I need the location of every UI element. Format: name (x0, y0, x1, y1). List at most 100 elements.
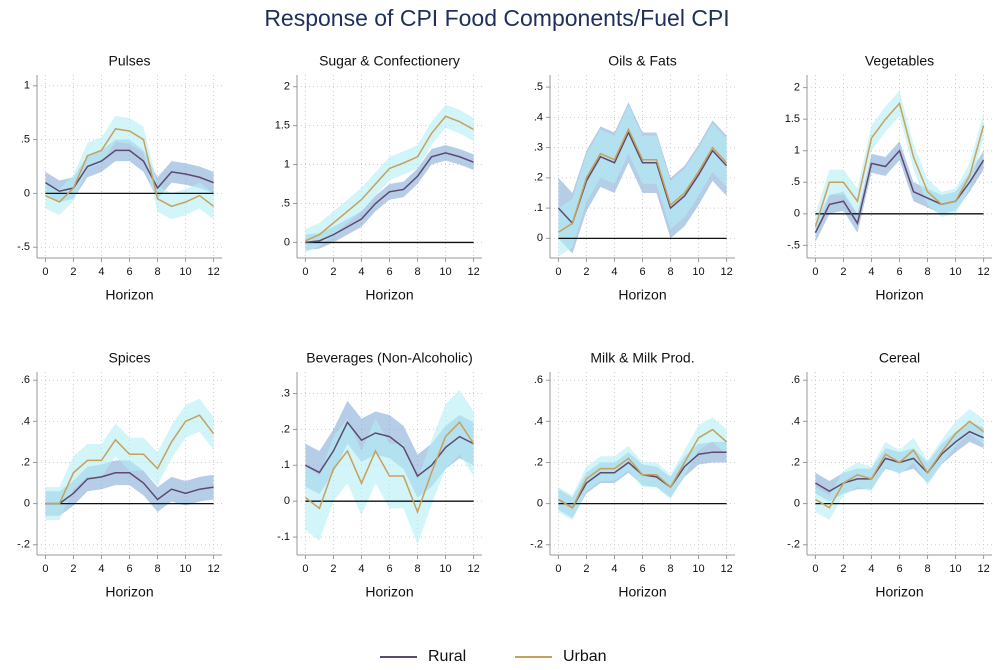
x-tick-label: 12 (720, 563, 732, 575)
y-tick-label: .5 (534, 81, 543, 93)
panel-title: Beverages (Non-Alcoholic) (306, 350, 473, 366)
y-tick-label: 1 (24, 80, 30, 92)
x-tick-label: 6 (896, 266, 902, 278)
y-tick-label: 0 (24, 498, 30, 510)
panel: Spices -.2 0 .2 .4 .6 0 2 4 6 8 10 12 Horizon (17, 350, 222, 600)
x-tick-label: 10 (692, 266, 704, 278)
y-tick-label: -.2 (787, 539, 800, 551)
legend-label: Rural (428, 648, 466, 665)
panel: Sugar & Confectionery 0 .5 1 1.5 2 0 2 4 6 8 10 12 Ho… (275, 53, 482, 303)
series-line (45, 414, 215, 505)
x-tick-label: 8 (414, 563, 420, 575)
y-tick-label: .6 (534, 374, 543, 386)
x-tick-label: 4 (98, 563, 104, 575)
x-tick-label: 0 (555, 266, 561, 278)
panel: Milk & Milk Prod. -.2 0 .2 .4 .6 0 2 4 6 8 10 12 Hori… (530, 350, 735, 600)
x-tick-label: 4 (611, 563, 617, 575)
x-tick-label: 2 (583, 563, 589, 575)
confidence-band (45, 398, 214, 521)
x-tick-label: 4 (611, 266, 617, 278)
x-tick-label: 12 (720, 266, 732, 278)
x-tick-label: 2 (70, 266, 76, 278)
x-tick-label: 6 (126, 266, 132, 278)
x-tick-label: 0 (42, 266, 48, 278)
x-tick-label: 6 (639, 266, 645, 278)
y-tick-label: .3 (281, 387, 290, 399)
y-tick-label: 2 (794, 82, 800, 94)
x-tick-label: 8 (414, 266, 420, 278)
x-tick-label: 12 (467, 563, 479, 575)
y-tick-label: .5 (791, 176, 800, 188)
x-tick-label: 4 (868, 563, 874, 575)
x-axis-label: Horizon (365, 287, 413, 303)
x-tick-label: 2 (583, 266, 589, 278)
series-line (557, 130, 728, 225)
x-axis-label: Horizon (365, 584, 413, 600)
y-tick-label: .6 (791, 374, 800, 386)
panel-title: Spices (108, 350, 150, 366)
x-tick-label: 10 (439, 266, 451, 278)
y-tick-label: 1 (794, 145, 800, 157)
x-axis-label: Horizon (618, 584, 666, 600)
y-tick-label: .5 (21, 133, 30, 145)
y-tick-label: 1.5 (785, 113, 800, 125)
series-line (305, 152, 474, 244)
confidence-band (815, 141, 984, 243)
x-tick-label: 2 (70, 563, 76, 575)
x-tick-label: 10 (439, 563, 451, 575)
x-tick-label: 0 (555, 563, 561, 575)
x-tick-label: 0 (302, 563, 308, 575)
confidence-band (815, 90, 984, 240)
x-axis-label: Horizon (875, 584, 923, 600)
panel: Oils & Fats 0 .1 .2 .3 .4 .5 0 2 4 6 8 10 12 Horizon (534, 53, 735, 303)
x-tick-label: 8 (667, 563, 673, 575)
series-line (814, 101, 985, 227)
panel-title: Oils & Fats (608, 53, 676, 69)
y-tick-label: 0 (537, 498, 543, 510)
y-tick-label: 0 (794, 208, 800, 220)
confidence-band (558, 417, 727, 521)
series-line (45, 472, 214, 505)
x-tick-label: 8 (154, 266, 160, 278)
panel-title: Milk & Milk Prod. (590, 350, 694, 366)
series-line (304, 421, 475, 515)
x-tick-label: 2 (840, 563, 846, 575)
confidence-band (305, 104, 474, 253)
y-tick-label: -.2 (530, 539, 543, 551)
x-tick-label: 0 (302, 266, 308, 278)
x-tick-label: 6 (896, 563, 902, 575)
panel-title: Pulses (108, 53, 150, 69)
x-tick-label: 10 (949, 266, 961, 278)
legend-label: Urban (563, 648, 607, 665)
x-tick-label: 10 (949, 563, 961, 575)
x-tick-label: 0 (812, 563, 818, 575)
y-tick-label: .6 (21, 374, 30, 386)
panel-title: Vegetables (865, 53, 934, 69)
x-tick-label: 6 (386, 563, 392, 575)
y-tick-label: .1 (281, 459, 290, 471)
y-tick-label: .2 (791, 456, 800, 468)
x-axis-label: Horizon (105, 287, 153, 303)
confidence-band (305, 145, 474, 251)
figure-title: Response of CPI Food Components/Fuel CPI (264, 5, 729, 31)
panel-title: Sugar & Confectionery (319, 53, 460, 69)
series-line (815, 420, 985, 509)
x-tick-label: 12 (207, 563, 219, 575)
x-tick-label: 12 (207, 266, 219, 278)
series-line (45, 128, 215, 208)
y-tick-label: 0 (284, 236, 290, 248)
y-tick-label: .2 (21, 456, 30, 468)
y-tick-label: 1.5 (275, 120, 290, 132)
x-axis-label: Horizon (618, 287, 666, 303)
y-tick-label: .2 (534, 172, 543, 184)
x-tick-label: 0 (812, 266, 818, 278)
x-axis-label: Horizon (875, 287, 923, 303)
series-line (558, 428, 728, 509)
series-line (305, 115, 474, 242)
y-tick-label: .2 (281, 423, 290, 435)
confidence-band (558, 105, 727, 257)
y-tick-label: .3 (534, 142, 543, 154)
y-tick-label: .4 (791, 415, 800, 427)
